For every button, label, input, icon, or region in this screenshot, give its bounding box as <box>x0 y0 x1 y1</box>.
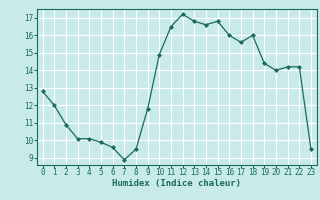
X-axis label: Humidex (Indice chaleur): Humidex (Indice chaleur) <box>112 179 241 188</box>
